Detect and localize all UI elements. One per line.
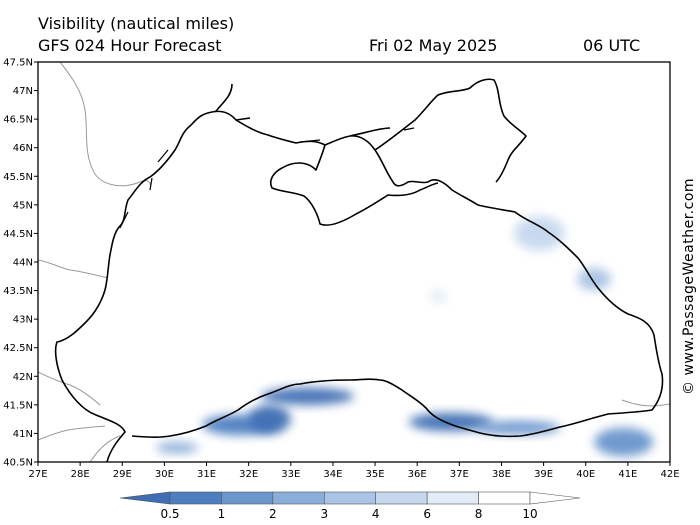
low-visibility-area: [155, 442, 199, 454]
forecast-model: GFS 024 Hour Forecast: [38, 36, 222, 55]
lat-tick-label: 44N: [13, 258, 33, 269]
lon-tick-label: 29E: [113, 469, 132, 480]
visibility-colorbar: 0.5 1 2 3 4 6 8 10: [119, 491, 581, 521]
colorbar-segment: [375, 491, 428, 505]
map-title: Visibility (nautical miles): [38, 14, 235, 33]
lat-tick-label: 46N: [13, 143, 33, 154]
colorbar-tick-label: 1: [218, 507, 226, 521]
lon-tick-label: 39E: [534, 469, 553, 480]
lon-tick-label: 32E: [239, 469, 258, 480]
colorbar-tick-label: 2: [269, 507, 277, 521]
lon-tick-label: 37E: [450, 469, 469, 480]
lon-tick-label: 34E: [323, 469, 342, 480]
longitude-axis: 27E 28E 29E 30E 31E 32E 33E 34E 35E 36E 37E 38E 39E 4…: [28, 462, 680, 480]
lon-tick-label: 28E: [71, 469, 90, 480]
lat-tick-label: 47.5N: [3, 58, 33, 69]
colorbar-high-arrow: [529, 491, 581, 505]
lon-tick-label: 31E: [197, 469, 216, 480]
lat-tick-label: 45.5N: [3, 172, 33, 183]
azov-coast-detail: [119, 127, 415, 229]
coastline: [54, 78, 664, 462]
lon-tick-label: 42E: [660, 469, 679, 480]
colorbar-segment: [323, 491, 377, 505]
lat-tick-label: 42N: [13, 372, 33, 383]
lon-tick-label: 35E: [366, 469, 385, 480]
lat-tick-label: 46.5N: [3, 115, 33, 126]
lon-tick-label: 36E: [408, 469, 427, 480]
lon-tick-label: 27E: [28, 469, 47, 480]
colorbar-segment: [169, 491, 222, 505]
low-visibility-area: [408, 412, 494, 432]
colorbar-tick-label: 0.5: [160, 507, 179, 521]
lon-tick-label: 38E: [492, 469, 511, 480]
colorbar-tick-label: 3: [320, 507, 328, 521]
lon-tick-label: 33E: [281, 469, 300, 480]
low-visibility-area: [429, 289, 447, 304]
lat-tick-label: 43N: [13, 315, 33, 326]
low-visibility-area: [248, 404, 291, 434]
colorbar-tick-label: 4: [372, 507, 380, 521]
country-border: [38, 62, 670, 462]
low-visibility-area: [577, 267, 612, 291]
low-visibility-area: [594, 427, 654, 457]
forecast-time: 06 UTC: [583, 36, 641, 55]
forecast-date: Fri 02 May 2025: [369, 36, 498, 55]
lat-tick-label: 43.5N: [3, 286, 33, 297]
visibility-shading: [155, 216, 654, 457]
credit-text: © www.PassageWeather.com: [681, 177, 697, 395]
colorbar-tick-label: 8: [475, 507, 483, 521]
low-visibility-area: [476, 420, 561, 435]
map-frame: [37, 61, 671, 463]
lat-tick-label: 47N: [13, 86, 33, 97]
colorbar-segment: [426, 491, 479, 505]
lat-tick-label: 40.5N: [3, 458, 33, 469]
lat-tick-label: 41N: [13, 429, 33, 440]
colorbar-low-arrow: [119, 491, 171, 505]
lat-tick-label: 45N: [13, 200, 33, 211]
lat-tick-label: 42.5N: [3, 343, 33, 354]
colorbar-segment: [478, 491, 531, 505]
lon-tick-label: 41E: [618, 469, 637, 480]
colorbar-tick-label: 6: [423, 507, 431, 521]
lat-tick-label: 44.5N: [3, 229, 33, 240]
low-visibility-area: [514, 216, 565, 251]
lon-tick-label: 40E: [576, 469, 595, 480]
low-visibility-area: [261, 387, 354, 405]
colorbar-segment: [272, 491, 325, 505]
latitude-axis: 47.5N 47N 46.5N 46N 45.5N 45N 44.5N 44N 43.5N 43N…: [3, 58, 38, 469]
colorbar-tick-label: 10: [522, 507, 537, 521]
lon-tick-label: 30E: [155, 469, 174, 480]
colorbar-segment: [221, 491, 274, 505]
lat-tick-label: 41.5N: [3, 400, 33, 411]
